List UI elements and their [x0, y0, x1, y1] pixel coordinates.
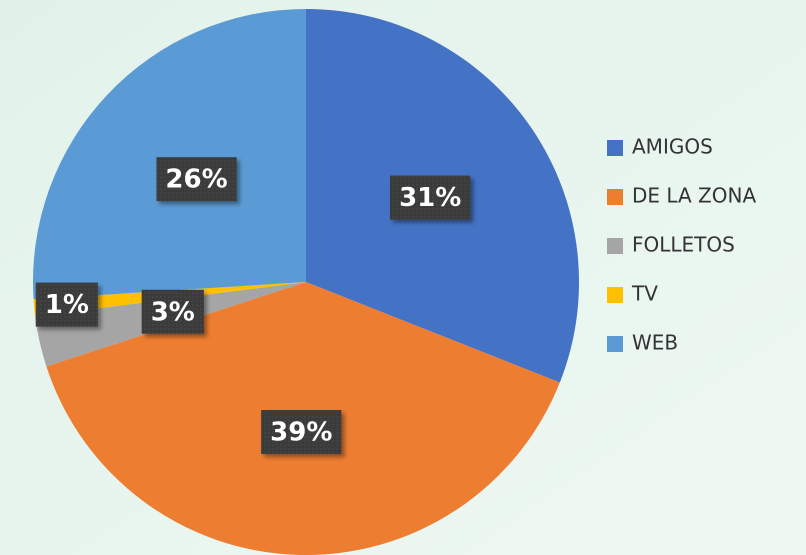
- data-label: 1%: [35, 282, 98, 327]
- pie-slice: [33, 9, 306, 300]
- data-label-box: [390, 175, 471, 220]
- data-label-text: 1%: [45, 290, 89, 320]
- legend-swatch: [607, 287, 623, 303]
- data-label-text: 26%: [165, 165, 227, 195]
- legend-label: FOLLETOS: [632, 233, 735, 257]
- legend-swatch: [607, 189, 623, 205]
- legend-label: DE LA ZONA: [632, 184, 756, 208]
- data-label-text: 31%: [399, 183, 461, 213]
- data-label: 3%: [141, 289, 204, 334]
- data-label-box: [141, 289, 204, 334]
- data-label: 31%: [390, 175, 471, 220]
- legend-swatch: [607, 140, 623, 156]
- data-label: 26%: [156, 157, 237, 202]
- data-label-text: 3%: [151, 297, 195, 327]
- legend-label: TV: [631, 282, 658, 306]
- legend-swatch: [607, 238, 623, 254]
- legend-label: WEB: [632, 331, 678, 355]
- data-label-text: 39%: [270, 418, 332, 448]
- legend-swatch: [607, 336, 623, 352]
- data-label-box: [261, 410, 342, 455]
- data-label-box: [35, 282, 98, 327]
- legend-label: AMIGOS: [632, 135, 713, 159]
- data-label-box: [156, 157, 237, 202]
- data-label: 39%: [261, 410, 342, 455]
